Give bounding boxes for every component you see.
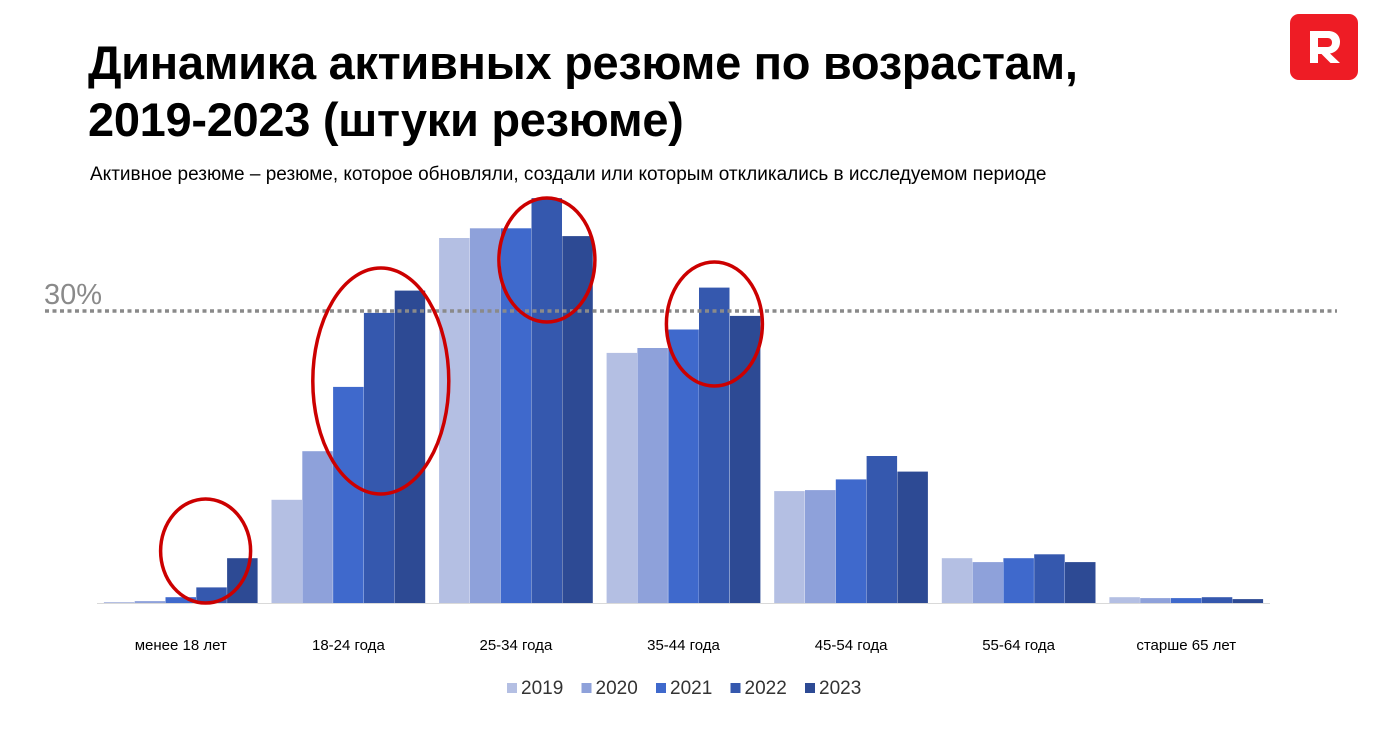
bar-2019-3: [606, 352, 638, 603]
legend-swatch-2020: [581, 683, 592, 693]
bar-2022-6: [1201, 597, 1233, 603]
bar-2020-0: [134, 601, 166, 603]
x-tick-label: менее 18 лет: [135, 637, 227, 654]
legend-label-2020: 2020: [596, 678, 638, 699]
x-tick-label: 18-24 года: [312, 637, 385, 654]
bar-2020-2: [469, 228, 501, 604]
x-tick-label: старше 65 лет: [1136, 637, 1236, 654]
bar-2021-5: [1003, 558, 1034, 603]
bar-2023-1: [394, 290, 426, 603]
legend-label-2019: 2019: [521, 678, 563, 699]
x-tick-label: 45-54 года: [815, 637, 888, 654]
page-title: Динамика активных резюме по возрастам, 2…: [88, 34, 1268, 148]
bar-2022-3: [699, 287, 730, 603]
bar-2020-5: [972, 562, 1004, 603]
bar-2021-6: [1171, 598, 1202, 603]
bar-2022-5: [1034, 554, 1065, 603]
legend-label-2021: 2021: [670, 678, 712, 699]
legend-swatch-2023: [805, 683, 815, 693]
legend-label-2022: 2022: [745, 678, 787, 699]
bar-2020-1: [302, 451, 333, 603]
bar-2020-6: [1140, 598, 1171, 603]
x-tick-label: 25-34 года: [480, 637, 553, 654]
legend-swatch-2019: [507, 683, 517, 693]
reference-line-label: 30%: [44, 279, 102, 311]
bar-2023-6: [1232, 599, 1264, 603]
bar-2019-4: [774, 491, 805, 603]
x-tick-label: 35-44 года: [647, 637, 720, 654]
bar-2021-1: [333, 386, 364, 603]
bar-2022-1: [363, 312, 395, 603]
bar-2021-0: [165, 597, 196, 603]
bar-2019-1: [271, 499, 302, 603]
legend-swatch-2022: [730, 683, 741, 693]
x-tick-label: 55-64 года: [982, 637, 1055, 654]
bar-2023-4: [897, 471, 928, 603]
highlight-ellipse-2: [497, 196, 597, 324]
legend-swatch-2021: [656, 683, 666, 693]
bar-2021-3: [668, 329, 699, 603]
highlight-ellipse-0: [158, 497, 253, 605]
bar-2020-4: [805, 490, 836, 603]
bar-2022-2: [531, 198, 562, 603]
bar-2023-5: [1065, 562, 1096, 603]
bar-2019-0: [103, 602, 135, 603]
legend-label-2023: 2023: [819, 678, 861, 699]
highlight-ellipse-1: [311, 266, 451, 496]
title-line-1: Динамика активных резюме по возрастам,: [88, 36, 1078, 89]
brand-logo: [1290, 14, 1358, 80]
bar-2021-2: [500, 228, 532, 604]
bar-2019-5: [941, 558, 973, 603]
bar-2023-3: [729, 315, 761, 603]
bar-2023-2: [562, 236, 593, 603]
bar-2021-4: [835, 479, 867, 603]
page-subtitle: Активное резюме – резюме, которое обновл…: [90, 164, 1047, 185]
bar-2020-3: [637, 348, 668, 603]
bar-2022-4: [866, 456, 898, 603]
title-line-2: 2019-2023 (штуки резюме): [88, 93, 684, 146]
bar-2019-6: [1109, 597, 1140, 603]
highlight-ellipse-3: [664, 260, 765, 388]
letter-r-logo-icon: [1310, 31, 1340, 63]
